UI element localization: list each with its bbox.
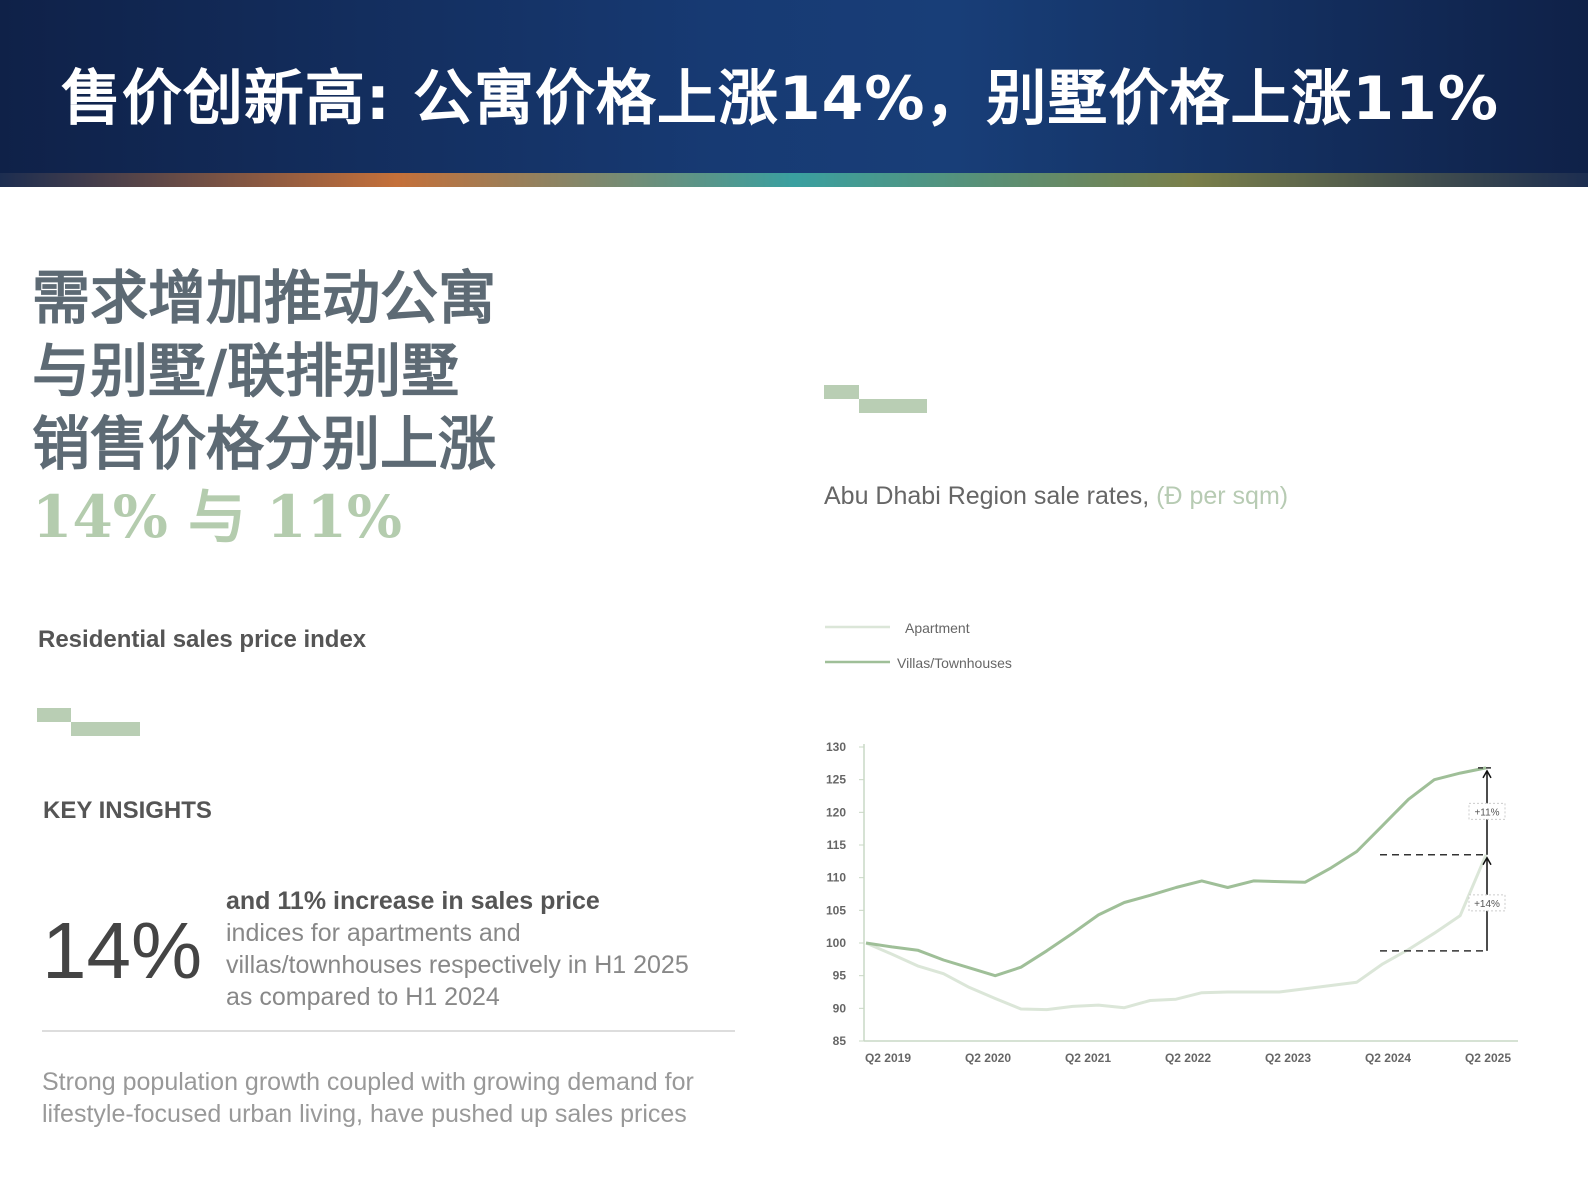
legend-villas: Villas/Townhouses	[897, 655, 1012, 671]
y-tick-label: 110	[827, 871, 847, 885]
insight-line: indices for apartments and	[226, 919, 521, 947]
banner-title: 售价创新高: 公寓价格上涨14%，别墅价格上涨11%	[60, 64, 1500, 134]
insight-line: villas/townhouses respectively in H1 202…	[226, 951, 689, 979]
decor-block	[824, 385, 859, 399]
arrow-head-icon	[1482, 769, 1492, 779]
y-tick-label: 105	[826, 903, 846, 917]
decor-block	[37, 708, 71, 722]
y-tick-label: 115	[827, 838, 847, 852]
insight-line: as compared to H1 2024	[226, 983, 500, 1011]
y-tick-label: 130	[826, 740, 846, 754]
series-line-villas	[865, 766, 1487, 978]
key-insights-heading: KEY INSIGHTS	[43, 797, 212, 824]
big-stat: 14%	[42, 906, 203, 995]
y-tick-label: 120	[826, 805, 846, 819]
y-tick-label: 85	[833, 1034, 847, 1048]
x-tick-label: Q2 2023	[1265, 1051, 1311, 1065]
paragraph: Strong population growth coupled with gr…	[42, 1066, 694, 1130]
section-title: Residential sales price index	[38, 626, 367, 653]
y-tick-label: 125	[826, 773, 846, 787]
annotation-box	[1468, 894, 1506, 912]
x-tick-label: Q2 2020	[965, 1051, 1011, 1065]
insight-bold: and 11% increase in sales price	[226, 887, 600, 915]
chart-title-unit: (Đ per sqm)	[1156, 482, 1289, 510]
x-tick-label: Q2 2024	[1365, 1051, 1411, 1065]
chart-title: Abu Dhabi Region sale rates, (Đ per sqm)	[824, 482, 1288, 511]
annotation-label: +11%	[1474, 807, 1499, 818]
x-tick-label: Q2 2025	[1465, 1051, 1511, 1065]
y-tick-label: 95	[833, 969, 847, 983]
decor-block	[71, 722, 140, 736]
banner-strip	[0, 173, 1588, 187]
arrow-head-icon	[1482, 856, 1492, 866]
paragraph-line: Strong population growth coupled with gr…	[42, 1068, 694, 1096]
paragraph-line: lifestyle-focused urban living, have pus…	[42, 1100, 687, 1128]
chart-title-main: Abu Dhabi Region sale rates,	[824, 482, 1150, 510]
headline-line: 与别墅/联排别墅	[32, 337, 460, 405]
legend-apartment: Apartment	[905, 620, 970, 636]
y-tick-label: 100	[826, 936, 846, 950]
divider	[42, 1030, 735, 1032]
insight-text: and 11% increase in sales price indices …	[226, 885, 689, 1013]
x-tick-label: Q2 2019	[865, 1051, 911, 1065]
banner: 售价创新高: 公寓价格上涨14%，别墅价格上涨11%	[0, 0, 1588, 187]
y-tick-label: 90	[833, 1001, 847, 1015]
annotation-label: +14%	[1474, 899, 1500, 910]
headline-line: 销售价格分别上涨	[32, 410, 497, 478]
series-line-apartment	[865, 854, 1488, 1012]
headline: 需求增加推动公寓 与别墅/联排别墅 销售价格分别上涨 14% 与 11%	[32, 262, 496, 554]
headline-highlight: 14% 与 11%	[32, 483, 403, 551]
x-tick-label: Q2 2021	[1065, 1051, 1111, 1065]
annotation-box	[1468, 802, 1506, 820]
x-tick-label: Q2 2022	[1165, 1051, 1211, 1065]
decor-block	[859, 399, 927, 413]
headline-line: 需求增加推动公寓	[32, 264, 497, 332]
